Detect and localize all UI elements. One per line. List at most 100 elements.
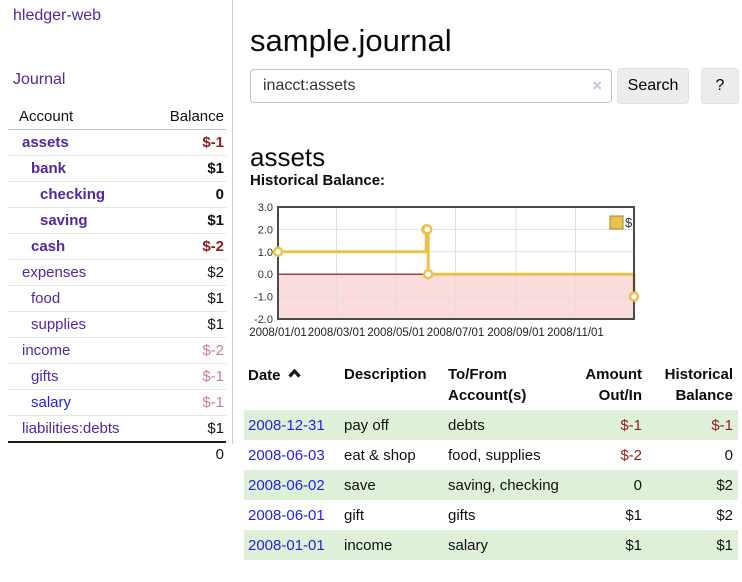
account-link-income[interactable]: income [22,342,71,359]
x-axis-label: 2008/11/01 [547,327,604,339]
account-row: gifts $-1 [8,363,226,390]
x-axis-label: 2008/07/01 [427,327,485,339]
transaction-amount: $1 [625,537,642,554]
account-balance: $1 [152,155,226,182]
sidebar: hledger-web Journal Account Balance asse… [0,0,233,466]
chart-title-label: Historical Balance: [250,172,386,189]
transaction-accounts: debts [448,417,485,434]
account-balance: $1 [152,415,226,442]
register-row: 2008-06-02 save saving, checking 0 $2 [244,470,738,500]
account-row: food $1 [8,285,226,312]
account-link-gifts[interactable]: gifts [31,368,59,385]
accounts-header-balance: Balance [152,104,226,130]
account-balance: 0 [152,181,226,208]
x-axis-label: 2008/09/01 [487,327,545,339]
transaction-accounts: saving, checking [448,477,559,494]
x-axis-label: 2008/05/01 [367,327,425,339]
register-header-balance: Historical Balance [664,366,733,404]
transaction-amount: $-2 [620,447,642,464]
register-row: 2008-06-03 eat & shop food, supplies $-2 0 [244,440,738,470]
transaction-date-link[interactable]: 2008-06-01 [248,507,325,524]
register-header-date[interactable]: Date [244,360,344,410]
account-balance: $1 [152,285,226,312]
transaction-date-link[interactable]: 2008-06-03 [248,447,325,464]
transaction-amount: 0 [633,477,642,494]
account-link-assets[interactable]: assets [22,134,69,151]
account-row: assets $-1 [8,130,226,156]
plot-border [277,206,635,320]
y-axis-label: -2.0 [254,314,273,326]
transaction-accounts: food, supplies [448,447,541,464]
transaction-balance: $-1 [711,417,733,434]
account-row: saving $1 [8,207,226,234]
account-row: bank $1 [8,155,226,182]
accounts-table: Account Balance assets $-1 bank $1 checking 0… [8,104,226,466]
account-balance: $1 [152,207,226,234]
account-row: expenses $2 [8,259,226,286]
y-axis-label: -1.0 [254,292,273,304]
account-row: supplies $1 [8,311,226,338]
legend-label: $ [625,215,633,230]
account-balance: $-1 [152,389,226,416]
transaction-description: save [344,477,376,494]
account-link-supplies[interactable]: supplies [31,316,87,333]
x-axis-label: 2008/01/01 [249,327,307,339]
x-axis-label: 2008/03/01 [308,327,366,339]
accounts-total-spacer [8,441,153,466]
accounts-header-row: Account Balance [8,104,226,130]
register-row: 2008-01-01 income salary $1 $1 [244,530,738,560]
transaction-date-link[interactable]: 2008-12-31 [248,417,325,434]
transaction-accounts: gifts [448,507,476,524]
account-balance: $-2 [152,337,226,364]
clear-search-icon[interactable]: × [592,76,602,95]
account-balance: $-2 [152,233,226,260]
transaction-balance: $2 [716,507,733,524]
account-link-expenses[interactable]: expenses [22,264,87,281]
account-row: income $-2 [8,337,226,364]
search-button[interactable]: Search [617,68,689,104]
register-header-row: Date Description To/From Account(s) Amou… [244,360,738,410]
y-axis-label: 0.0 [258,269,273,281]
transaction-amount: $1 [625,507,642,524]
register-header-amount: Amount Out/In [585,366,642,404]
chart-point[interactable] [628,291,640,302]
account-balance: $2 [152,259,226,286]
chart-point[interactable] [421,224,433,235]
transaction-description: eat & shop [344,447,416,464]
app-brand-link[interactable]: hledger-web [13,7,102,24]
legend-swatch [609,215,624,230]
register-header-accounts: To/From Account(s) [448,366,527,404]
y-axis-label: 2.0 [258,224,273,236]
chart-point[interactable] [422,268,434,280]
account-heading: assets [250,141,326,172]
register-row: 2008-12-31 pay off debts $-1 $-1 [244,410,738,440]
account-balance: $1 [152,311,226,338]
chart-point[interactable] [272,246,284,258]
account-link-food[interactable]: food [31,290,61,307]
account-link-cash[interactable]: cash [31,238,66,255]
search-input[interactable] [250,69,612,103]
account-balance: $-1 [202,134,224,151]
transaction-date-link[interactable]: 2008-06-02 [248,477,325,494]
transaction-description: income [344,537,393,554]
accounts-header-account: Account [8,104,153,130]
accounts-total-row: 0 [8,441,226,466]
sort-ascending-icon [287,364,302,385]
transaction-date-link[interactable]: 2008-01-01 [248,537,325,554]
transaction-description: pay off [344,417,389,434]
journal-link[interactable]: Journal [13,71,66,88]
account-row: cash $-2 [8,233,226,260]
account-link-checking[interactable]: checking [40,186,106,203]
y-axis-label: 1.0 [258,247,273,259]
account-link-bank[interactable]: bank [31,160,67,177]
transaction-balance: $2 [716,477,733,494]
account-link-liabilities-debts[interactable]: liabilities:debts [22,420,120,437]
register-table: Date Description To/From Account(s) Amou… [244,360,738,560]
help-button[interactable]: ? [701,68,739,104]
register-header-description: Description [344,366,427,383]
account-link-salary[interactable]: salary [31,394,72,411]
transaction-amount: $-1 [620,417,642,434]
account-link-saving[interactable]: saving [40,212,88,229]
page-title: sample.journal [250,22,452,58]
